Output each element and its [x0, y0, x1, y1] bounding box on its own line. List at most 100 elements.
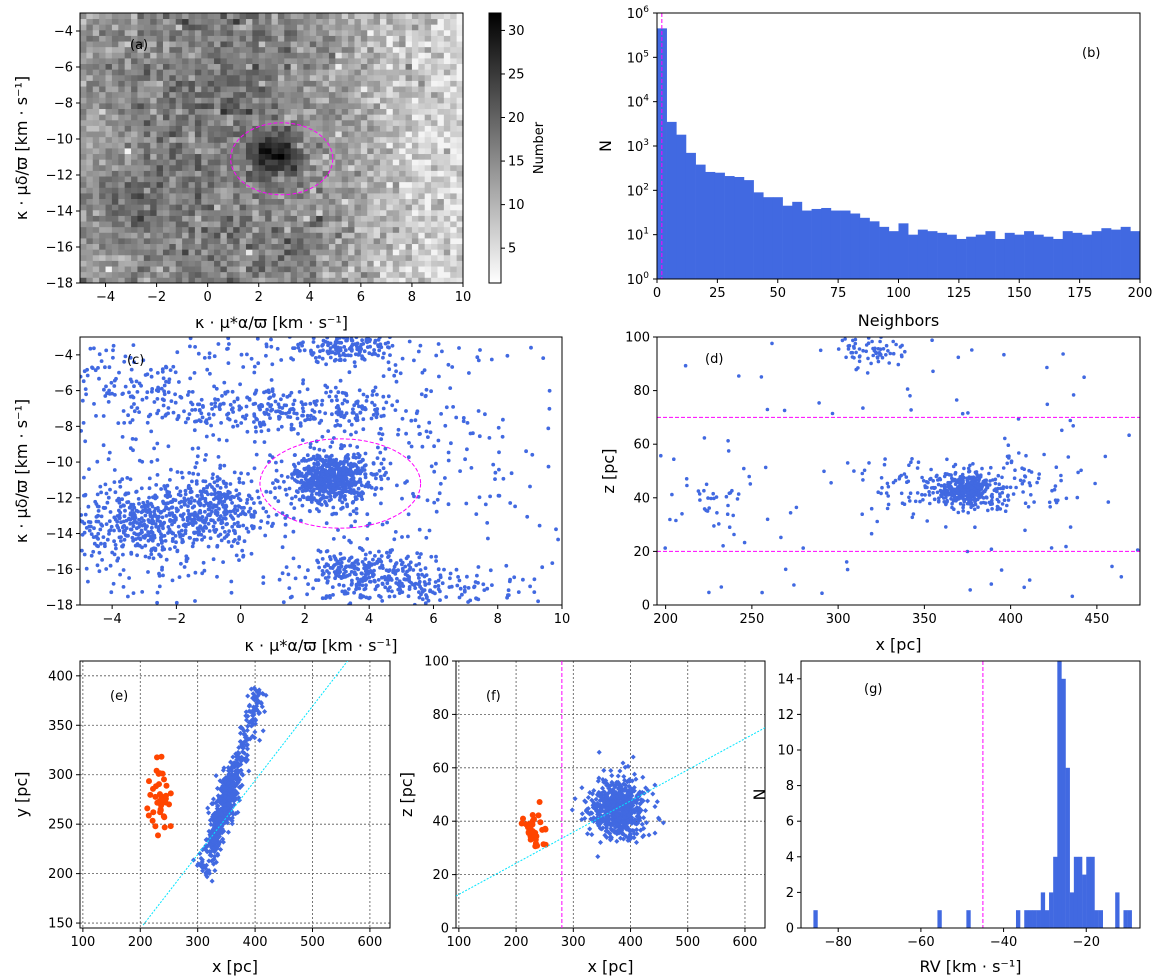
- scatter-point: [314, 578, 318, 582]
- scatter-point: [196, 472, 201, 477]
- heatmap-cell: [297, 18, 304, 25]
- heatmap-cell: [443, 91, 451, 98]
- scatter-point: [193, 407, 198, 412]
- heatmap-cell: [348, 35, 355, 42]
- heatmap-cell: [335, 125, 343, 132]
- heatmap-cell: [265, 226, 272, 233]
- heatmap-cell: [335, 131, 343, 138]
- scatter-point: [352, 570, 357, 574]
- heatmap-cell: [124, 226, 132, 233]
- scatter-point: [292, 398, 297, 403]
- heatmap-cell: [392, 204, 400, 211]
- heatmap-cell: [380, 18, 387, 25]
- scatter-point: [133, 515, 138, 520]
- heatmap-cell: [226, 271, 234, 278]
- heatmap-cell: [143, 63, 151, 70]
- heatmap-cell: [194, 97, 202, 104]
- heatmap-cell: [252, 181, 260, 188]
- heatmap-cell: [105, 271, 113, 278]
- heatmap-cell: [220, 114, 228, 121]
- heatmap-cell: [143, 131, 151, 138]
- heatmap-cell: [80, 153, 87, 160]
- heatmap-cell: [182, 254, 189, 261]
- heatmap-cell: [86, 238, 94, 245]
- scatter-point: [337, 481, 342, 486]
- scatter-point: [120, 497, 124, 502]
- heatmap-cell: [99, 209, 106, 216]
- heatmap-cell: [220, 29, 228, 36]
- heatmap-cell: [424, 209, 432, 216]
- heatmap-cell: [303, 24, 311, 31]
- heatmap-cell: [137, 266, 145, 273]
- heatmap-cell: [105, 63, 113, 70]
- heatmap-cell: [245, 18, 253, 25]
- heatmap-cell: [354, 266, 362, 273]
- scatter-point: [320, 557, 325, 561]
- heatmap-cell: [456, 58, 463, 65]
- heatmap-cell: [80, 209, 87, 216]
- heatmap-cell: [380, 170, 387, 177]
- scatter-point: [121, 529, 126, 534]
- scatter-point: [222, 494, 227, 499]
- heatmap-cell: [386, 260, 394, 267]
- heatmap-cell: [297, 159, 304, 166]
- heatmap-cell: [220, 97, 228, 104]
- scatter-point: [213, 511, 218, 515]
- heatmap-cell: [111, 159, 119, 166]
- heatmap-cell: [80, 18, 87, 25]
- heatmap-cell: [156, 148, 164, 155]
- heatmap-cell: [201, 176, 209, 183]
- heatmap-cell: [156, 41, 164, 48]
- scatter-point: [146, 508, 150, 513]
- heatmap-cell: [105, 35, 113, 42]
- heatmap-cell: [341, 249, 349, 256]
- heatmap-cell: [162, 215, 170, 222]
- heatmap-cell: [150, 164, 157, 171]
- heatmap-cell: [245, 91, 253, 98]
- heatmap-cell: [380, 249, 387, 256]
- scatter-point: [129, 504, 133, 509]
- scatter-point: [342, 486, 346, 491]
- heatmap-cell: [297, 221, 304, 228]
- heatmap-cell: [92, 52, 100, 59]
- scatter-point: [317, 509, 321, 514]
- scatter-point: [245, 497, 250, 502]
- heatmap-cell: [201, 18, 209, 25]
- heatmap-cell: [360, 74, 368, 81]
- heatmap-cell: [124, 232, 132, 239]
- heatmap-cell: [252, 136, 260, 143]
- heatmap-cell: [124, 153, 132, 160]
- scatter-point: [323, 499, 327, 504]
- scatter-point: [118, 479, 122, 484]
- heatmap-cell: [207, 103, 215, 110]
- histogram-bar: [1091, 231, 1102, 279]
- heatmap-cell: [322, 97, 330, 104]
- heatmap-cell: [239, 80, 247, 87]
- heatmap-cell: [380, 271, 387, 278]
- heatmap-cell: [424, 24, 432, 31]
- heatmap-cell: [233, 187, 240, 194]
- heatmap-cell: [175, 226, 183, 233]
- heatmap-cell: [443, 136, 451, 143]
- heatmap-cell: [245, 209, 253, 216]
- heatmap-cell: [322, 52, 330, 59]
- heatmap-cell: [380, 215, 387, 222]
- heatmap-cell: [411, 74, 419, 81]
- scatter-point: [387, 594, 392, 599]
- heatmap-cell: [245, 221, 253, 228]
- heatmap-cell: [431, 103, 438, 110]
- heatmap-cell: [265, 52, 272, 59]
- heatmap-cell: [380, 254, 387, 261]
- scatter-point: [113, 543, 118, 547]
- heatmap-cell: [303, 52, 311, 59]
- y-tick-label-b-3: 103: [627, 138, 649, 155]
- scatter-point: [224, 481, 229, 486]
- heatmap-cell: [277, 277, 285, 283]
- heatmap-cell: [360, 148, 368, 155]
- heatmap-cell: [328, 69, 336, 76]
- scatter-point: [222, 463, 227, 468]
- heatmap-cell: [118, 271, 126, 278]
- heatmap-cell: [194, 125, 202, 132]
- heatmap-cell: [380, 69, 387, 76]
- heatmap-cell: [239, 91, 247, 98]
